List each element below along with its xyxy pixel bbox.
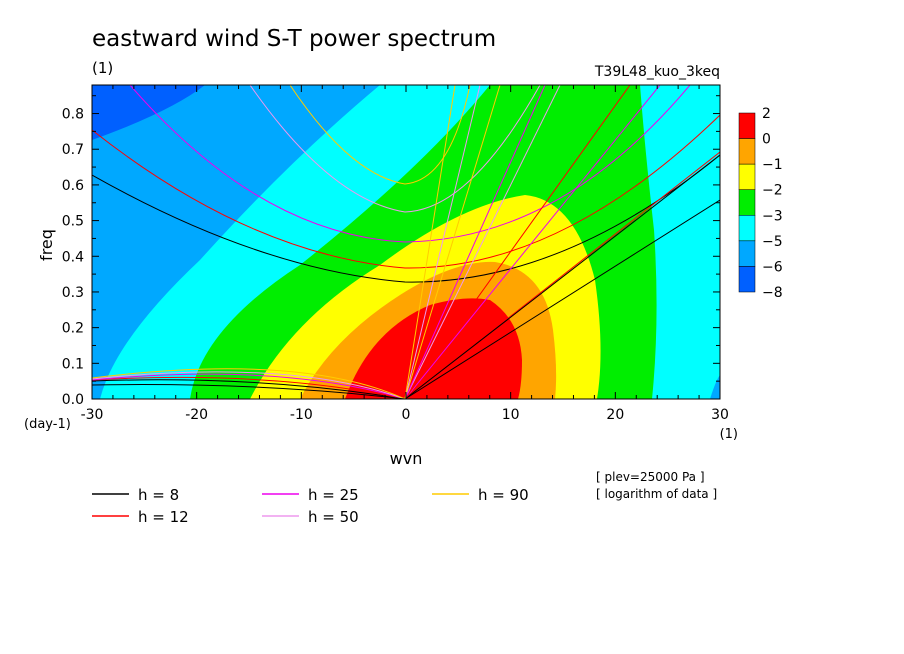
curve-h25-kelvin — [404, 85, 661, 399]
curve-h90-mrg — [92, 368, 406, 399]
x-tick-label: 0 — [402, 407, 411, 423]
curve-h8-mrg-b — [92, 384, 406, 399]
legend-item: h = 25 — [262, 486, 359, 504]
curve-h8-kelvin — [404, 199, 720, 399]
curve-h8-er — [92, 154, 720, 283]
x-tick-label: -30 — [81, 407, 104, 423]
curve-h50-mrg — [92, 371, 406, 399]
legend: h = 8 h = 12 h = 25 h = 50 h = 90 — [92, 486, 529, 526]
curve-h25-ig — [404, 85, 546, 399]
x-axis-unit: (1) — [720, 427, 738, 442]
legend-item: h = 90 — [432, 486, 529, 504]
y-tick-label: 0.5 — [62, 214, 84, 230]
curve-h50-kelvin — [404, 85, 561, 399]
y-tick-label: 0.6 — [62, 178, 84, 194]
curve-h90-kelvin — [404, 85, 501, 399]
curve-h8-ig — [404, 154, 720, 399]
colorbar-swatch — [738, 189, 756, 216]
contour-fill-level-8 — [92, 85, 205, 140]
colorbar-swatch — [738, 138, 756, 165]
y-tick-label: 0.0 — [62, 392, 84, 408]
colorbar: 2 0 −1 −2 −3 −5 −6 −8 — [738, 106, 783, 301]
plot-area — [92, 85, 720, 399]
colorbar-label: −1 — [762, 157, 783, 173]
y-tick-label: 0.4 — [62, 249, 84, 265]
y-tick-label: 0.7 — [62, 142, 84, 158]
curve-h8-mrg — [92, 379, 406, 399]
curve-h25-er — [129, 85, 691, 243]
colorbar-label: −2 — [762, 183, 783, 199]
y-tick-label: 0.8 — [62, 107, 84, 123]
x-tick-label: 10 — [502, 407, 520, 423]
curve-h12-mrg — [92, 376, 406, 399]
note-plev: [ plev=25000 Pa ] — [596, 470, 705, 484]
curve-h50-er — [249, 85, 541, 213]
curve-h12-ig — [404, 85, 631, 399]
x-axis-label: wvn — [390, 449, 423, 468]
legend-label: h = 25 — [308, 486, 359, 504]
dispersion-curves — [92, 85, 720, 399]
contour-fill-level-0 — [345, 298, 522, 399]
y-axis-unit: (day-1) — [24, 417, 71, 432]
subtitle-right: T39L48_kuo_3keq — [594, 64, 720, 80]
curve-h25-mrg — [92, 373, 406, 399]
legend-item: h = 50 — [262, 508, 359, 526]
x-tick-label: -10 — [290, 407, 313, 423]
x-tick-label: -20 — [185, 407, 208, 423]
colorbar-label: 2 — [762, 106, 771, 122]
y-axis-label: freq — [37, 229, 56, 261]
legend-label: h = 50 — [308, 508, 359, 526]
colorbar-label: −6 — [762, 259, 783, 275]
subtitle-left: (1) — [92, 59, 113, 77]
curve-h90-er — [289, 85, 471, 185]
colorbar-swatch — [738, 240, 756, 267]
legend-label: h = 90 — [478, 486, 529, 504]
note-logarithm: [ logarithm of data ] — [596, 487, 717, 501]
colorbar-label: −8 — [762, 285, 783, 301]
x-tick-label: 30 — [711, 407, 729, 423]
curve-h12-er — [92, 114, 720, 269]
legend-label: h = 8 — [138, 486, 179, 504]
colorbar-label: −3 — [762, 208, 783, 224]
colorbar-swatch — [738, 215, 756, 242]
y-axis: 0.0 0.1 0.2 0.3 0.4 0.5 0.6 0.7 0.8 — [62, 95, 720, 408]
chart-title: eastward wind S-T power spectrum — [92, 26, 496, 52]
colorbar-label: 0 — [762, 132, 771, 148]
curve-h90-ig — [404, 85, 456, 399]
colorbar-swatch — [738, 266, 756, 293]
curve-h50-ig — [404, 85, 481, 399]
x-axis: -30 -20 -10 0 10 20 30 — [81, 85, 729, 423]
y-tick-label: 0.2 — [62, 321, 84, 337]
y-tick-label: 0.1 — [62, 356, 84, 372]
y-tick-label: 0.3 — [62, 285, 84, 301]
colorbar-swatch — [738, 112, 756, 139]
colorbar-swatch — [738, 163, 756, 190]
legend-item: h = 12 — [92, 508, 189, 526]
colorbar-label: −5 — [762, 234, 783, 250]
x-tick-label: 20 — [606, 407, 624, 423]
legend-item: h = 8 — [92, 486, 179, 504]
legend-label: h = 12 — [138, 508, 189, 526]
